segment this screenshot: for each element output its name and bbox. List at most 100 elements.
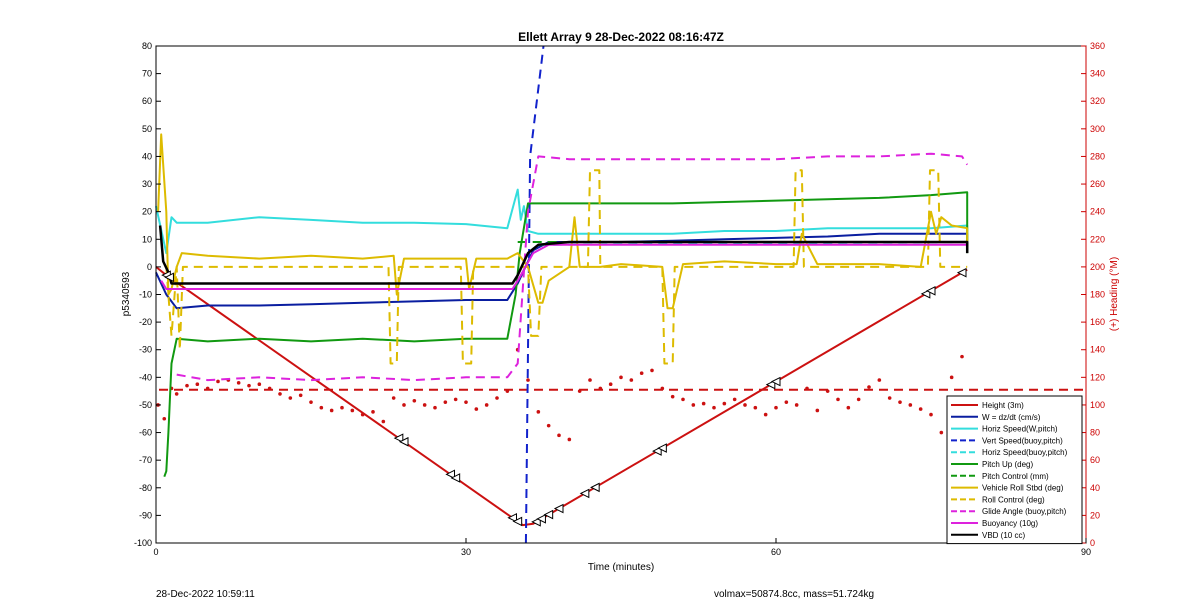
heading-dot	[877, 378, 882, 382]
legend-entry: Pitch Up (deg)	[982, 460, 1033, 469]
direction-marker	[920, 289, 931, 299]
heading-dot	[743, 403, 747, 407]
heading-dot	[619, 375, 623, 380]
heading-dot	[195, 382, 200, 387]
y-tick-label: 30	[142, 179, 152, 189]
heading-dot	[887, 396, 892, 400]
heading-dot	[732, 397, 737, 402]
heading-dot	[474, 407, 479, 411]
x-tick-label: 30	[461, 547, 471, 557]
y2-tick-label: 40	[1090, 483, 1100, 493]
heading-dot	[402, 403, 406, 407]
heading-dot	[784, 400, 789, 404]
series-line	[158, 225, 969, 285]
y2-tick-label: 340	[1090, 69, 1105, 79]
heading-dot	[216, 379, 220, 384]
heading-dot	[557, 433, 561, 438]
heading-dot	[846, 405, 851, 410]
heading-dot	[701, 401, 706, 406]
y2-tick-label: 80	[1090, 428, 1100, 438]
heading-dot	[257, 382, 262, 387]
heading-dot	[236, 381, 241, 385]
heading-dot	[381, 419, 386, 424]
legend-entry: Glide Angle (buoy,pitch)	[982, 507, 1067, 516]
heading-dot	[350, 408, 355, 413]
series-line	[155, 188, 969, 255]
heading-dot	[753, 405, 758, 410]
heading-dot	[763, 412, 768, 417]
direction-marker	[553, 503, 564, 514]
y-tick-label: 60	[142, 96, 152, 106]
heading-dot	[371, 410, 375, 414]
heading-dot	[453, 397, 458, 402]
y2-tick-label: 0	[1090, 538, 1095, 548]
y-tick-label: 20	[142, 207, 152, 217]
direction-marker	[543, 509, 554, 520]
heading-dot	[660, 386, 665, 391]
x-tick-label: 0	[153, 547, 158, 557]
heading-dot	[288, 396, 293, 400]
heading-dot	[794, 403, 799, 407]
chart-title: Ellett Array 9 28-Dec-2022 08:16:47Z	[518, 30, 724, 44]
y2-tick-label: 260	[1090, 179, 1105, 189]
y2-tick-label: 240	[1090, 207, 1105, 217]
direction-marker	[652, 446, 662, 456]
heading-dot	[670, 394, 675, 399]
heading-dot	[247, 383, 251, 388]
y-tick-label: 50	[142, 124, 152, 134]
y2-tick-label: 220	[1090, 234, 1105, 244]
heading-dot	[949, 375, 954, 380]
series-line	[163, 191, 969, 478]
legend-entry: Vert Speed(buoy,pitch)	[982, 436, 1063, 445]
legend-entry: Horiz Speed(buoy,pitch)	[982, 448, 1068, 457]
heading-dot	[774, 405, 778, 410]
direction-marker	[956, 267, 967, 278]
heading-dot	[495, 396, 499, 400]
right-axis: 0 20 40 60 80 100 120 140 160 180 200 220 240 260 280 3…	[1081, 41, 1105, 548]
series-line	[165, 169, 968, 365]
y-tick-label: -70	[139, 455, 152, 465]
y2-tick-label: 100	[1090, 400, 1105, 410]
series-line	[176, 152, 969, 382]
heading-dot	[391, 396, 396, 400]
heading-dot	[422, 403, 427, 407]
x-axis-label: Time (minutes)	[588, 562, 654, 573]
heading-dot	[691, 403, 696, 407]
heading-dot	[960, 354, 964, 359]
footer-stats: volmax=50874.8cc, mass=51.724kg	[714, 589, 875, 600]
direction-marker	[164, 272, 174, 283]
heading-dot	[939, 430, 944, 435]
y2-tick-label: 360	[1090, 41, 1105, 51]
y2-tick-label: 200	[1090, 262, 1105, 272]
heading-dot	[929, 412, 933, 417]
heading-dot	[805, 386, 809, 391]
heading-dot	[185, 383, 189, 388]
x-tick-label: 90	[1081, 547, 1091, 557]
heading-dot	[825, 389, 830, 393]
heading-dot	[309, 400, 313, 404]
heading-dot	[856, 397, 861, 402]
heading-dot	[298, 393, 303, 398]
heading-dot	[588, 378, 592, 382]
legend: Height (3m) W = dz/dt (cm/s) Horiz Speed(W…	[946, 395, 1083, 545]
heading-dot	[278, 392, 282, 396]
direction-marker	[770, 376, 781, 387]
legend-box	[946, 395, 1083, 545]
direction-marker	[536, 514, 546, 524]
direction-marker	[398, 436, 409, 447]
heading-dot	[412, 399, 417, 403]
y-tick-label: 70	[142, 69, 152, 79]
y-tick-label: 0	[147, 262, 152, 272]
direction-marker	[925, 286, 936, 296]
series-line	[524, 45, 545, 544]
y2-tick-label: 20	[1090, 510, 1100, 520]
direction-marker	[657, 443, 667, 453]
direction-marker	[579, 488, 590, 499]
y-tick-label: 40	[142, 151, 152, 161]
direction-marker	[445, 469, 455, 480]
heading-dot	[536, 410, 541, 414]
heading-dot	[329, 408, 334, 413]
y-tick-label: -10	[139, 290, 152, 300]
heading-dot	[443, 400, 448, 404]
y2-tick-label: 120	[1090, 372, 1105, 382]
